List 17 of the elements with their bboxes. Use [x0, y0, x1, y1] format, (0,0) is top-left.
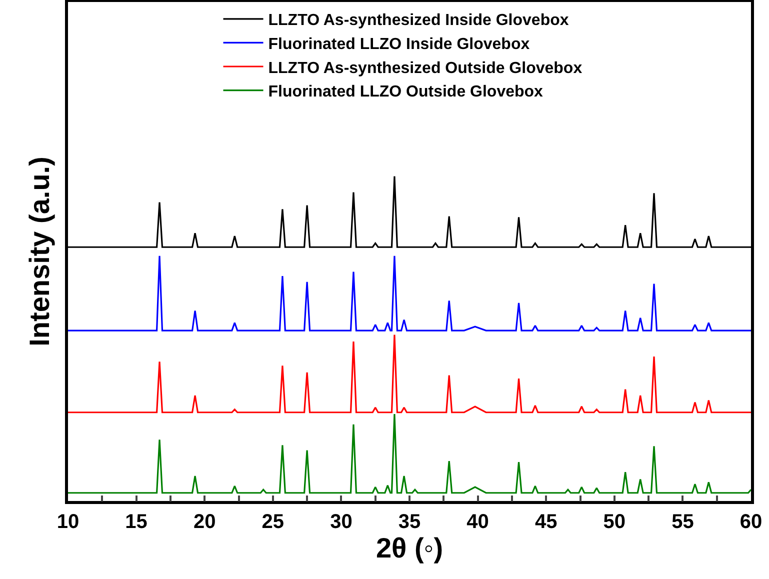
x-tick-label: 45 [534, 510, 558, 533]
x-tick-label: 40 [466, 510, 489, 533]
x-tick-label: 35 [398, 510, 421, 533]
x-tick-label: 60 [740, 510, 762, 533]
x-tick-label: 50 [603, 510, 626, 533]
legend-label: LLZTO As-synthesized Outside Glovebox [268, 60, 582, 77]
x-tick-label: 30 [330, 510, 352, 533]
legend-label: Fluorinated LLZO Inside Glovebox [268, 36, 530, 53]
x-tick-label: 25 [262, 510, 284, 533]
legend-label: LLZTO As-synthesized Inside Glovebox [268, 12, 569, 30]
x-tick-label: 15 [125, 510, 148, 533]
x-tick-label: 20 [193, 510, 216, 533]
y-axis-title: Intensity (a.u.) [24, 156, 55, 346]
x-axis-title: 2θ (◦) [376, 532, 444, 564]
legend-label: Fluorinated LLZO Outside Glovebox [268, 84, 544, 101]
x-tick-label: 55 [672, 510, 694, 533]
x-tick-label: 10 [56, 510, 80, 533]
